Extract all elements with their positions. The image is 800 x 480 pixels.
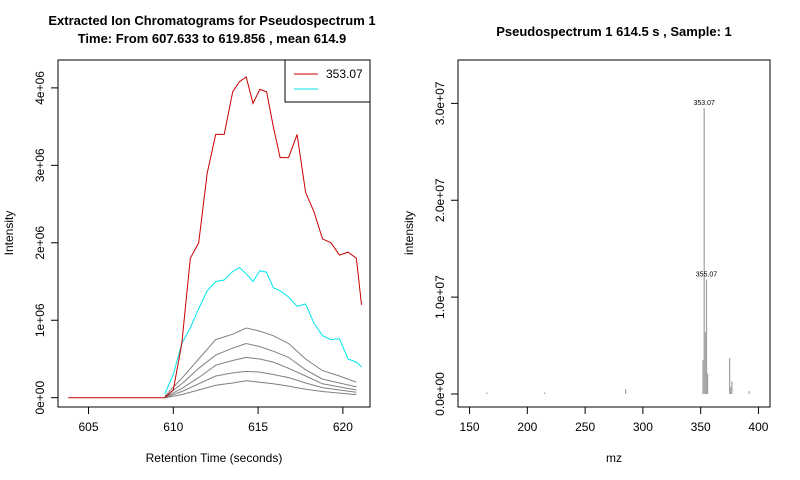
legend: 353.07 bbox=[284, 59, 371, 103]
right-y-axis: 0.0e+00 1.0e+07 2.0e+07 3.0e+07 bbox=[433, 81, 459, 416]
right-x-tick-label: 150 bbox=[460, 420, 480, 434]
left-x-tick-label: 615 bbox=[248, 420, 268, 434]
series-line-5 bbox=[164, 356, 357, 398]
right-y-axis-label: intensity bbox=[402, 211, 416, 255]
series-line-3 bbox=[164, 327, 357, 397]
right-peaks-group: 353.07 355.07 bbox=[486, 100, 750, 394]
right-x-tick-label: 300 bbox=[633, 420, 653, 434]
left-x-tick-label: 620 bbox=[333, 420, 353, 434]
series-line-6 bbox=[164, 370, 357, 399]
left-plot-box bbox=[57, 59, 371, 408]
right-x-tick-label: 400 bbox=[748, 420, 768, 434]
left-y-tick-label: 0e+00 bbox=[33, 381, 47, 415]
right-x-tick-label: 350 bbox=[691, 420, 711, 434]
legend-entry-1: 353.07 bbox=[326, 67, 363, 81]
right-y-tick-label: 1.0e+07 bbox=[433, 275, 447, 319]
left-chart-subtitle: Time: From 607.633 to 619.856 , mean 614… bbox=[78, 31, 347, 46]
right-x-axis: 150 200 250 300 350 400 bbox=[460, 406, 769, 434]
peak-label: 355.07 bbox=[696, 272, 718, 279]
left-series-group bbox=[68, 76, 362, 399]
right-y-tick-label: 0.0e+00 bbox=[433, 372, 447, 416]
left-x-tick-label: 605 bbox=[79, 420, 99, 434]
series-line-1 bbox=[68, 76, 362, 399]
left-y-tick-label: 4e+06 bbox=[33, 71, 47, 105]
left-y-tick-label: 2e+06 bbox=[33, 226, 47, 260]
series-line-2 bbox=[164, 266, 362, 395]
right-x-axis-label: mz bbox=[606, 451, 622, 465]
right-x-tick-label: 250 bbox=[575, 420, 595, 434]
right-chart: Pseudospectrum 1 614.5 s , Sample: 1 353… bbox=[402, 24, 771, 465]
peak-label: 353.07 bbox=[693, 100, 715, 107]
left-chart-title: Extracted Ion Chromatograms for Pseudosp… bbox=[48, 13, 375, 28]
left-y-tick-label: 3e+06 bbox=[33, 148, 47, 182]
series-line-7 bbox=[164, 380, 357, 399]
right-y-tick-label: 3.0e+07 bbox=[433, 81, 447, 125]
left-y-axis: 0e+00 1e+06 2e+06 3e+06 4e+06 bbox=[33, 71, 59, 415]
left-x-axis: 605 610 615 620 bbox=[79, 406, 353, 434]
series-line-4 bbox=[164, 342, 357, 398]
right-x-tick-label: 200 bbox=[517, 420, 537, 434]
left-y-tick-label: 1e+06 bbox=[33, 303, 47, 337]
right-plot-box bbox=[457, 59, 771, 408]
left-y-axis-label: Intensity bbox=[2, 211, 16, 256]
left-x-axis-label: Retention Time (seconds) bbox=[146, 451, 283, 465]
right-y-tick-label: 2.0e+07 bbox=[433, 178, 447, 222]
left-x-tick-label: 610 bbox=[163, 420, 183, 434]
left-chart: Extracted Ion Chromatograms for Pseudosp… bbox=[2, 13, 376, 465]
legend-box bbox=[284, 59, 371, 103]
right-chart-title: Pseudospectrum 1 614.5 s , Sample: 1 bbox=[496, 24, 732, 39]
